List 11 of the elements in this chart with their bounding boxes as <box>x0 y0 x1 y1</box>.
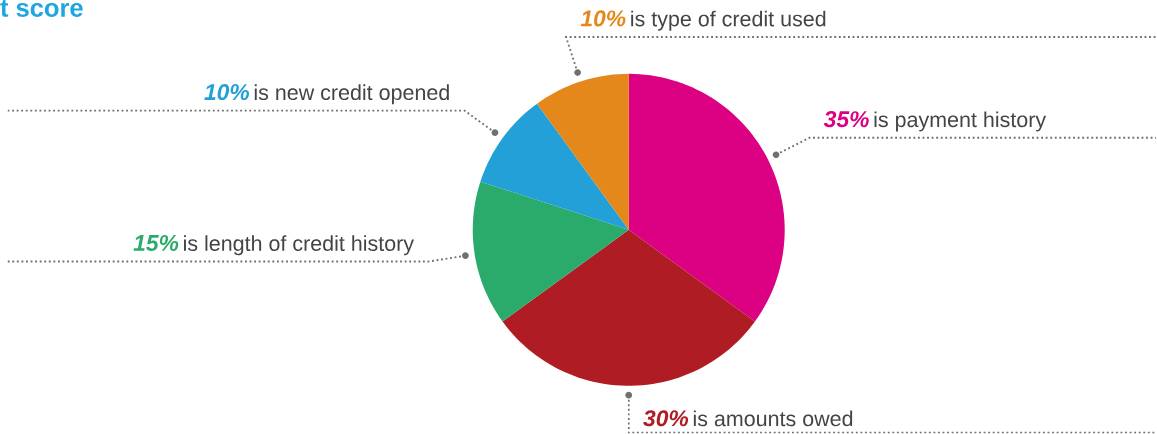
slice-label: is length of credit history <box>184 235 414 256</box>
slice-label: is type of credit used <box>631 10 826 31</box>
data-label: 15% <box>133 235 179 252</box>
slice-label: is amounts owed <box>693 410 853 427</box>
data-label: 35% <box>823 111 869 128</box>
slice-label: is payment history <box>874 111 1047 132</box>
data-label: 10% <box>580 10 626 27</box>
slice-label: is new credit opened <box>254 84 449 105</box>
chart-title: t score <box>0 0 83 18</box>
data-label: 30% <box>643 410 689 427</box>
data-label: 10% <box>204 84 250 101</box>
